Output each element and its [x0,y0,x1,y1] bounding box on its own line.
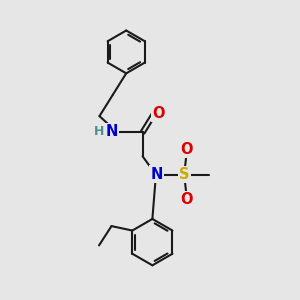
Text: N: N [150,167,163,182]
Text: N: N [106,124,118,140]
Text: O: O [180,192,193,207]
Text: S: S [179,167,189,182]
Text: H: H [94,125,104,138]
Text: O: O [180,142,193,157]
Text: O: O [152,106,164,121]
